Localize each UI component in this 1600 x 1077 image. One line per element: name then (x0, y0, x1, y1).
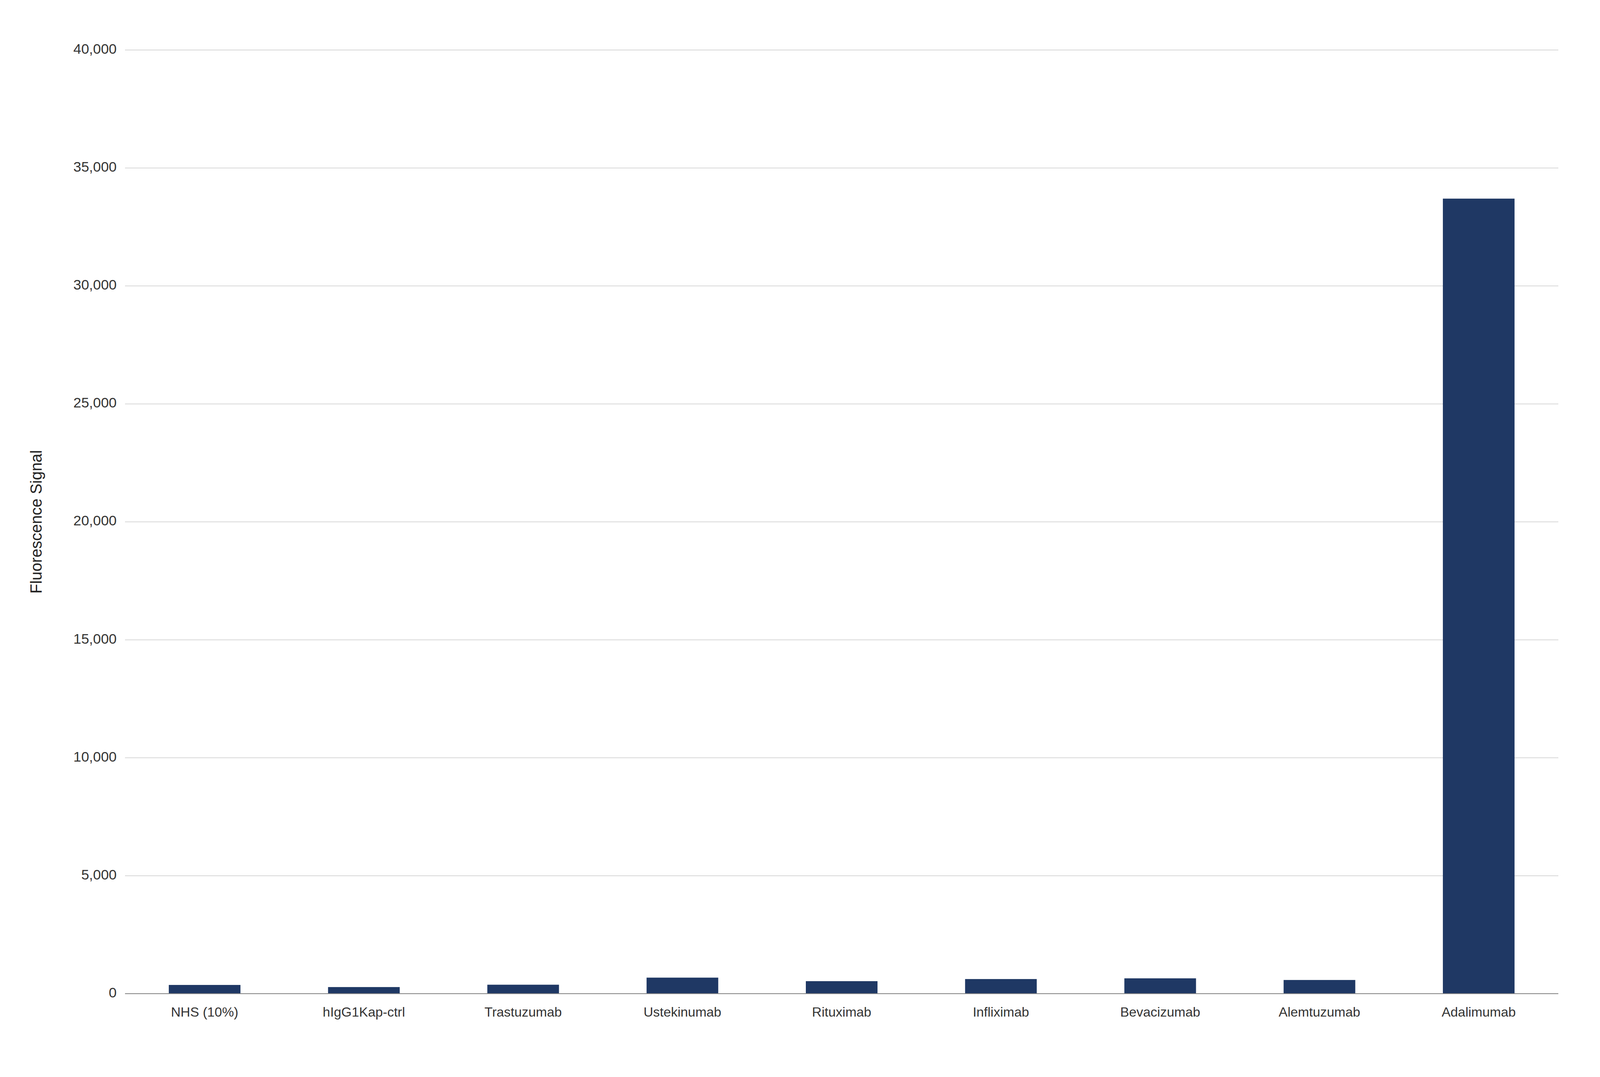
grid-line (125, 167, 1559, 169)
x-tick-label: Adalimumab (1441, 1004, 1516, 1020)
plot-area (125, 50, 1559, 994)
bars (168, 198, 1515, 994)
y-tick-label: 0 (108, 984, 117, 1001)
bar (646, 977, 719, 994)
y-tick-label: 5,000 (81, 866, 117, 883)
grid-line (125, 403, 1559, 405)
x-tick-label: NHS (10%) (170, 1004, 239, 1020)
y-tick-labels: 0 5,000 10,000 15,000 20,000 25,000 30,000 35,0… (73, 40, 117, 1001)
bar (805, 981, 878, 994)
x-tick-label: Rituximab (812, 1004, 872, 1020)
y-tick-label: 20,000 (73, 512, 117, 529)
grid-line (125, 639, 1559, 641)
grid-line (125, 521, 1559, 523)
y-tick-label: 40,000 (73, 40, 117, 57)
bar (168, 985, 241, 994)
x-tick-label: Alemtuzumab (1278, 1004, 1361, 1020)
grid-line (125, 285, 1559, 287)
x-tick-label: Bevacizumab (1120, 1004, 1200, 1020)
x-tick-labels: NHS (10%) hIgG1Kap-ctrl Trastuzumab Ustekin… (170, 1004, 1516, 1020)
chart-container: 0 5,000 10,000 15,000 20,000 25,000 30,000 35,0… (0, 0, 1600, 1077)
y-tick-label: 25,000 (73, 394, 117, 411)
grid-line (125, 49, 1559, 51)
bar (1283, 980, 1356, 994)
x-tick-label: hIgG1Kap-ctrl (322, 1004, 405, 1020)
y-axis-label: Fluorescence Signal (27, 450, 45, 594)
y-tick-label: 30,000 (73, 276, 117, 293)
x-tick-label: Trastuzumab (484, 1004, 563, 1020)
y-tick-label: 10,000 (73, 748, 117, 765)
y-tick-label: 35,000 (73, 158, 117, 175)
bar (965, 979, 1037, 994)
bar (1442, 198, 1515, 994)
bar (487, 984, 560, 994)
x-tick-label: Infliximab (972, 1004, 1030, 1020)
grid-line (125, 757, 1559, 759)
bar (327, 987, 400, 994)
chart-svg: 0 5,000 10,000 15,000 20,000 25,000 30,000 35,0… (0, 0, 1600, 1077)
grid-line (125, 875, 1559, 877)
bar (1124, 978, 1196, 994)
y-tick-label: 15,000 (73, 630, 117, 647)
x-axis-line (125, 993, 1559, 995)
y-grid (125, 50, 1559, 994)
grid-line (125, 993, 1559, 995)
x-tick-label: Ustekinumab (643, 1004, 722, 1020)
